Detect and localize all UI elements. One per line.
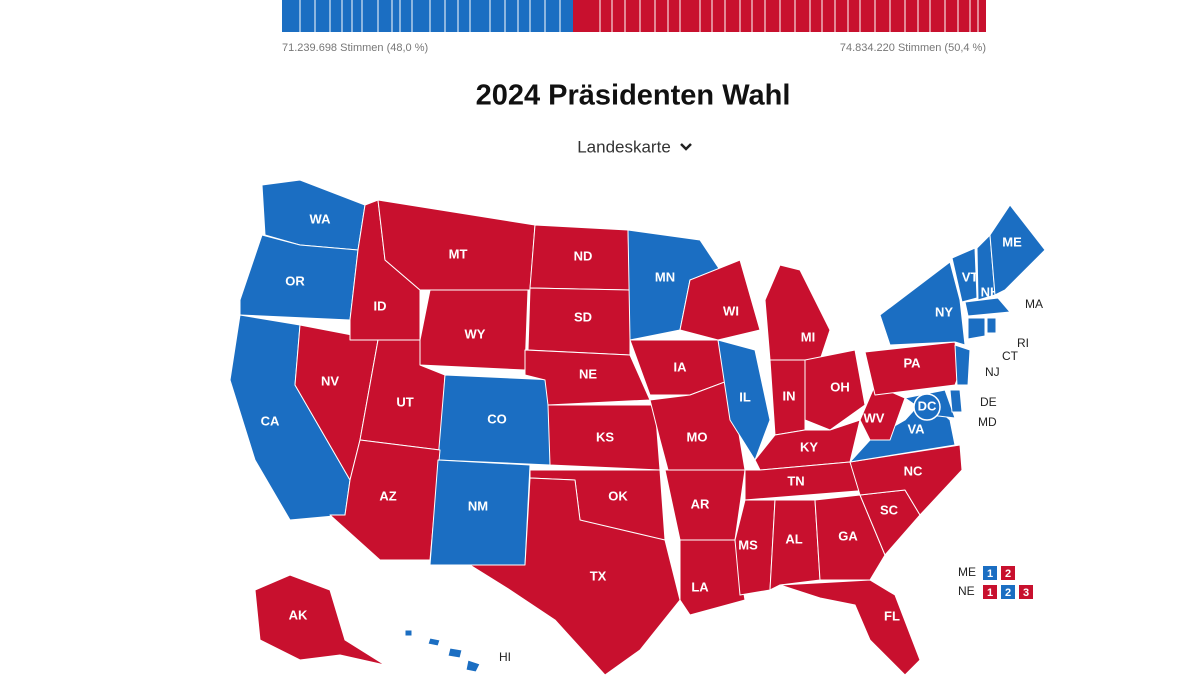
- district-label: 2: [1005, 568, 1011, 580]
- state-shape: [469, 477, 681, 675]
- state-label: ID: [374, 298, 387, 313]
- state-shape: [779, 579, 921, 675]
- district-box: [983, 585, 997, 599]
- state-label: MI: [801, 329, 815, 344]
- state-label: DE: [980, 395, 997, 409]
- state-label: TX: [590, 568, 607, 583]
- legend-state: NE: [958, 584, 975, 598]
- state-label: AK: [289, 607, 308, 622]
- state-label: WV: [864, 410, 885, 425]
- state-label: VT: [962, 269, 979, 284]
- district-label: 1: [987, 568, 993, 580]
- state-label: NE: [579, 366, 597, 381]
- state-label: WY: [465, 326, 486, 341]
- left-votes: 71.239.698 Stimmen (48,0 %): [282, 42, 428, 54]
- state-label: MT: [449, 246, 468, 261]
- bar-blue: [282, 0, 573, 32]
- state-label: GA: [838, 528, 858, 543]
- state-label: CA: [261, 413, 280, 428]
- state-label: KS: [596, 429, 614, 444]
- dropdown-chevron[interactable]: [680, 143, 692, 151]
- state-label: CO: [487, 411, 507, 426]
- state-shape: [679, 539, 746, 616]
- state-label: ME: [1002, 234, 1022, 249]
- dropdown-label[interactable]: Landeskarte: [577, 137, 671, 156]
- state-label: MS: [738, 537, 758, 552]
- state-shape: [717, 339, 771, 461]
- us-map: WA OR CA NV ID MT WY UT CO AZ NM ND SD NE KS OK TX MN IA MO…: [229, 179, 1046, 675]
- state-label: NC: [904, 463, 923, 478]
- district-box: [983, 566, 997, 580]
- state-shape: [879, 261, 966, 346]
- right-votes: 74.834.220 Stimmen (50,4 %): [840, 42, 986, 54]
- state-shape: [989, 204, 1046, 296]
- state-shape: [769, 499, 821, 591]
- state-label: LA: [691, 579, 709, 594]
- district-label: 3: [1023, 587, 1029, 599]
- state-label: NM: [468, 498, 488, 513]
- state-label: OH: [830, 379, 850, 394]
- state-label: MN: [655, 269, 675, 284]
- district-box: [1001, 566, 1015, 580]
- state-label: NV: [321, 373, 339, 388]
- state-label: MD: [978, 415, 997, 429]
- state-shape: [404, 629, 481, 673]
- state-shape: [254, 574, 386, 666]
- legend-state: ME: [958, 565, 976, 579]
- state-label: OR: [285, 273, 305, 288]
- state-label: CT: [1002, 349, 1019, 363]
- state-label: KY: [800, 439, 818, 454]
- title: 2024 Präsidenten Wahl: [476, 80, 791, 112]
- state-label: AR: [691, 496, 710, 511]
- state-shape: [419, 289, 529, 371]
- state-label: IN: [783, 388, 796, 403]
- state-label: AL: [785, 531, 802, 546]
- split-vote-legend: ME 1 2 NE 1 2 3: [958, 565, 1033, 599]
- district-box: [1001, 585, 1015, 599]
- state-label: MO: [687, 429, 708, 444]
- district-label: 1: [987, 587, 993, 599]
- state-shape: [986, 317, 997, 334]
- state-shape: [764, 264, 831, 361]
- state-label: WA: [310, 211, 332, 226]
- state-label: UT: [396, 394, 413, 409]
- vote-bar: [282, 0, 986, 32]
- state-label: NJ: [985, 365, 1000, 379]
- state-shape: [954, 344, 971, 386]
- state-shape: [949, 389, 963, 413]
- view-dropdown[interactable]: Landeskarte: [577, 137, 692, 156]
- state-label: OK: [608, 488, 628, 503]
- state-shape: [734, 499, 776, 596]
- state-shape: [814, 494, 886, 581]
- state-label: SD: [574, 309, 592, 324]
- state-label: SC: [880, 502, 899, 517]
- state-label: AZ: [379, 488, 396, 503]
- state-label: PA: [903, 355, 921, 370]
- state-label: IL: [739, 389, 751, 404]
- state-label: MA: [1025, 297, 1043, 311]
- state-shape: [964, 297, 1011, 317]
- state-shape: [859, 384, 906, 441]
- state-label: IA: [674, 359, 688, 374]
- state-label: FL: [884, 608, 900, 623]
- state-shape: [951, 247, 978, 303]
- state-label: VA: [907, 421, 925, 436]
- state-label: HI: [499, 650, 511, 664]
- district-box: [1019, 585, 1033, 599]
- state-shape: [679, 259, 761, 341]
- state-label: RI: [1017, 336, 1029, 350]
- state-shape: [849, 444, 963, 516]
- district-label: 2: [1005, 587, 1011, 599]
- state-label: ND: [574, 248, 593, 263]
- state-label: WI: [723, 303, 739, 318]
- state-label: DC: [918, 398, 937, 413]
- state-label: TN: [787, 473, 804, 488]
- state-shape: [804, 349, 866, 431]
- state-shape: [967, 317, 986, 340]
- state-dc: [913, 393, 941, 421]
- state-label: NY: [935, 304, 953, 319]
